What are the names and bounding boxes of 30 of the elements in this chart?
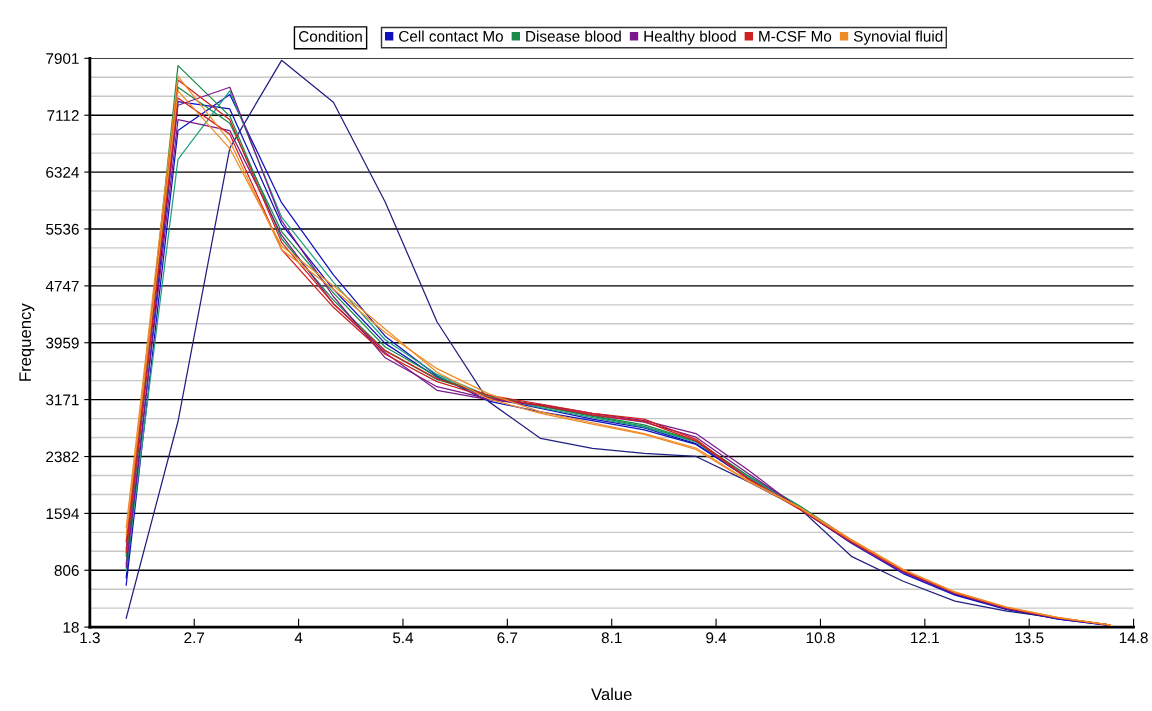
x-tick-label: 9.4: [706, 632, 727, 644]
x-tick-label: 6.7: [497, 632, 518, 644]
x-tick-label: 12.1: [911, 632, 939, 644]
y-tick-label: 6324: [46, 166, 79, 178]
y-tick-label: 7112: [47, 110, 79, 121]
x-tick-label: 4: [294, 632, 303, 644]
legend-label: Cell contact Mo: [399, 30, 503, 42]
y-tick-label: 806: [54, 565, 79, 576]
legend-label: Healthy blood: [644, 30, 736, 45]
y-tick-label: 5536: [46, 223, 79, 235]
x-axis-title: Value: [591, 687, 632, 701]
x-tick-label: 14.8: [1119, 632, 1148, 644]
x-tick-label: 5.4: [392, 632, 414, 644]
x-tick-label: 2.7: [184, 632, 205, 644]
y-tick-label: 1594: [46, 508, 79, 520]
legend-label: Disease blood: [526, 30, 621, 42]
legend-title: Condition: [299, 30, 362, 42]
y-tick-label: 3171: [46, 394, 79, 406]
y-tick-label: 7901: [46, 53, 79, 64]
y-tick-label: 18: [63, 621, 79, 633]
x-tick-label: 10.8: [806, 632, 835, 644]
y-tick-label: 4747: [45, 280, 79, 292]
legend-label: Synovial fluid: [853, 30, 943, 45]
x-tick-label: 8.1: [601, 632, 622, 644]
y-tick-label: 2382: [46, 451, 79, 463]
x-tick-label: 1.3: [80, 632, 100, 644]
y-axis-title: Frequency: [19, 303, 35, 381]
y-tick-label: 3959: [46, 337, 79, 349]
legend-label: M-CSF Mo: [759, 30, 832, 42]
x-tick-label: 13.5: [1015, 632, 1044, 644]
